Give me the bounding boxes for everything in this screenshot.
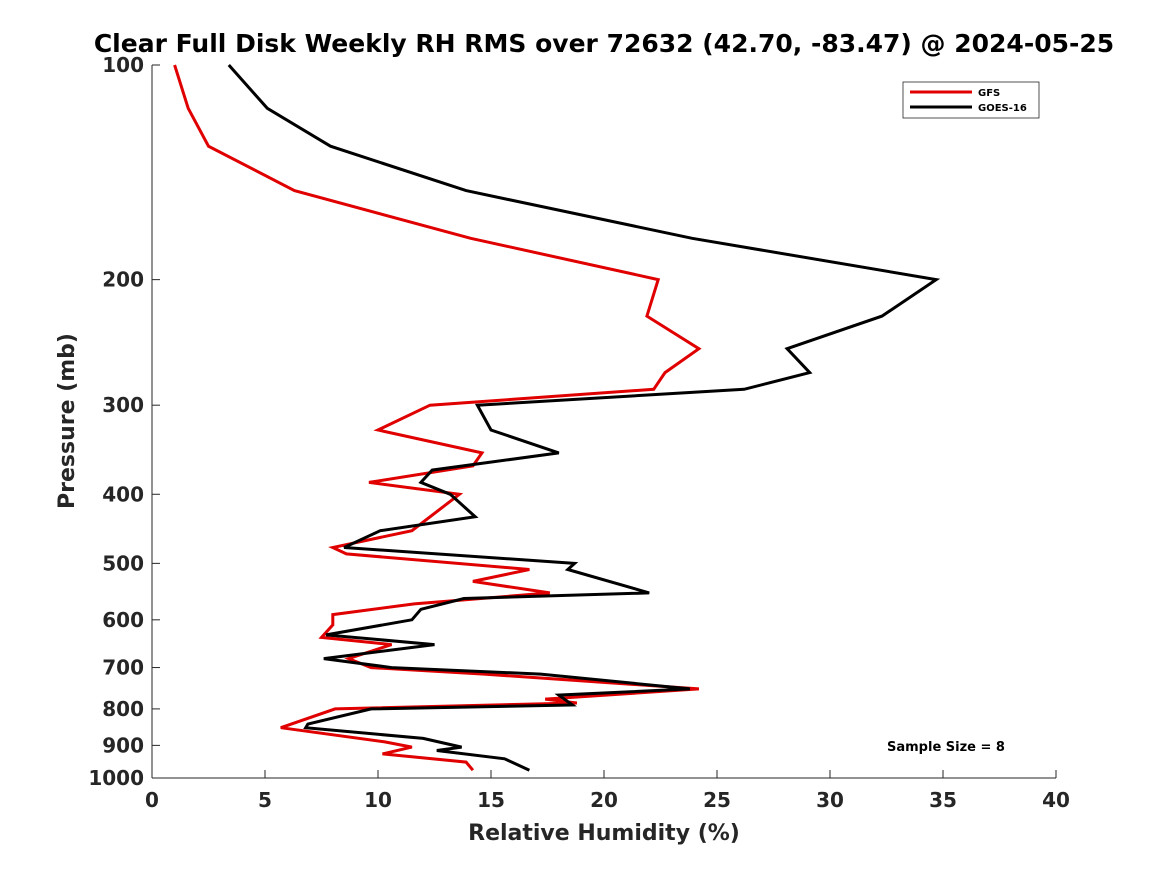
x-tick-label: 20 xyxy=(590,788,618,812)
y-axis-label: Pressure (mb) xyxy=(55,333,80,509)
x-tick-label: 25 xyxy=(703,788,731,812)
legend: GFS GOES-16 xyxy=(902,81,1040,119)
y-tick-label: 300 xyxy=(102,393,144,417)
series-line-goes16 xyxy=(227,64,941,772)
x-tick-label: 35 xyxy=(929,788,957,812)
plot-area: 0 5 10 15 20 25 30 35 40 100 200 300 400 500 600 700 80… xyxy=(88,53,1070,812)
legend-box xyxy=(902,81,1040,119)
x-axis-label: Relative Humidity (%) xyxy=(468,821,740,846)
x-tick-label: 30 xyxy=(816,788,844,812)
y-tick-label: 100 xyxy=(102,53,144,77)
y-tick-label: 900 xyxy=(102,733,144,757)
y-tick-label: 700 xyxy=(102,656,144,680)
x-tick-label: 0 xyxy=(145,788,159,812)
legend-label-gfs: GFS xyxy=(978,88,1000,99)
x-tick-label: 10 xyxy=(364,788,392,812)
y-tick-label: 600 xyxy=(102,608,144,632)
y-tick-label: 200 xyxy=(102,268,144,292)
x-tick-label: 15 xyxy=(477,788,505,812)
series-lines xyxy=(173,64,941,772)
x-tick-label: 5 xyxy=(258,788,272,812)
y-tick-label: 500 xyxy=(102,551,144,575)
y-axis-ticks: 100 200 300 400 500 600 700 800 900 1000 xyxy=(88,53,160,790)
y-tick-label: 400 xyxy=(102,482,144,506)
sample-size-annotation: Sample Size = 8 xyxy=(887,740,1005,755)
legend-label-goes16: GOES-16 xyxy=(978,103,1027,114)
chart-title: Clear Full Disk Weekly RH RMS over 72632… xyxy=(94,29,1114,58)
x-tick-label: 40 xyxy=(1042,788,1070,812)
y-tick-label: 800 xyxy=(102,697,144,721)
y-tick-label: 1000 xyxy=(88,766,144,790)
x-axis-ticks: 0 5 10 15 20 25 30 35 40 xyxy=(145,770,1070,812)
